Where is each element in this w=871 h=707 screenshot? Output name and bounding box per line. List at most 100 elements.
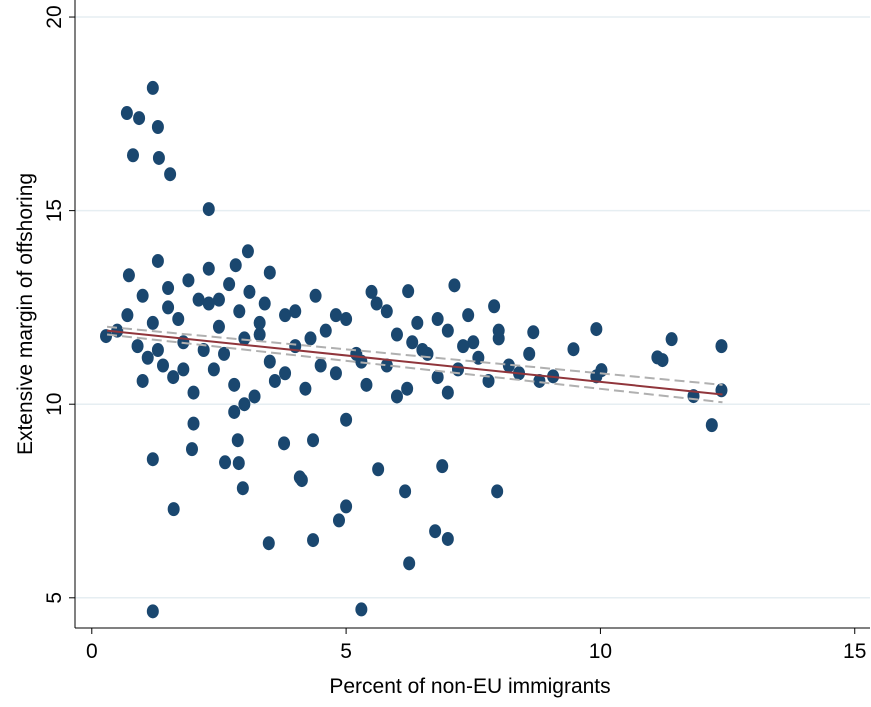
point bbox=[197, 343, 210, 358]
y-tick-label: 20 bbox=[43, 5, 66, 28]
point bbox=[263, 265, 276, 280]
point bbox=[705, 418, 718, 433]
point bbox=[441, 385, 454, 400]
point bbox=[241, 244, 254, 259]
point bbox=[146, 80, 159, 95]
point bbox=[441, 323, 454, 338]
point bbox=[462, 308, 475, 323]
point bbox=[162, 281, 175, 296]
point bbox=[340, 312, 353, 327]
point bbox=[403, 556, 416, 571]
point bbox=[457, 339, 470, 354]
ci-line bbox=[106, 325, 723, 386]
point bbox=[202, 261, 215, 276]
point bbox=[122, 268, 135, 283]
point bbox=[243, 284, 256, 299]
point bbox=[360, 377, 373, 392]
point bbox=[182, 273, 195, 288]
point bbox=[372, 462, 385, 477]
point bbox=[223, 277, 236, 292]
point bbox=[329, 366, 342, 381]
point bbox=[253, 315, 266, 330]
point bbox=[187, 416, 200, 431]
point bbox=[141, 350, 154, 365]
point bbox=[380, 304, 393, 319]
point bbox=[229, 258, 242, 273]
point bbox=[253, 327, 266, 342]
point bbox=[279, 366, 292, 381]
x-tick-label: 15 bbox=[843, 640, 866, 663]
point bbox=[307, 533, 320, 548]
point bbox=[402, 284, 415, 299]
point bbox=[219, 455, 232, 470]
point bbox=[406, 335, 419, 350]
point bbox=[502, 358, 515, 373]
point bbox=[401, 381, 414, 396]
point bbox=[212, 319, 225, 334]
point bbox=[399, 484, 412, 499]
point bbox=[370, 296, 383, 311]
point bbox=[329, 308, 342, 323]
point bbox=[133, 111, 146, 126]
point bbox=[268, 373, 281, 388]
point bbox=[527, 325, 540, 340]
point bbox=[228, 377, 241, 392]
point bbox=[416, 343, 429, 358]
point bbox=[467, 335, 480, 350]
point bbox=[715, 339, 728, 354]
point bbox=[665, 332, 678, 347]
point bbox=[231, 433, 244, 448]
x-axis-label: Percent of non-EU immigrants bbox=[329, 675, 610, 698]
point bbox=[248, 389, 261, 404]
y-axis-label: Extensive margin of offshoring bbox=[14, 173, 37, 455]
x-tick-label: 10 bbox=[589, 640, 612, 663]
point bbox=[452, 362, 465, 377]
point bbox=[187, 385, 200, 400]
point bbox=[151, 119, 164, 134]
point bbox=[212, 292, 225, 307]
point bbox=[121, 308, 134, 323]
point bbox=[429, 524, 442, 539]
point bbox=[177, 362, 190, 377]
point bbox=[146, 604, 159, 619]
point bbox=[590, 322, 603, 337]
y-tick-label: 5 bbox=[43, 592, 66, 604]
point bbox=[156, 358, 169, 373]
point bbox=[151, 253, 164, 268]
point bbox=[332, 513, 345, 528]
y-tick-label: 15 bbox=[43, 199, 66, 222]
point bbox=[309, 288, 322, 303]
point bbox=[136, 288, 149, 303]
point bbox=[146, 452, 159, 467]
point bbox=[304, 331, 317, 346]
point bbox=[136, 373, 149, 388]
fit-line bbox=[106, 329, 723, 396]
ci-line bbox=[106, 333, 723, 404]
x-tick-label: 0 bbox=[86, 640, 98, 663]
point bbox=[238, 397, 251, 412]
point bbox=[218, 346, 231, 361]
point bbox=[258, 296, 271, 311]
point bbox=[151, 343, 164, 358]
point bbox=[340, 412, 353, 427]
point bbox=[431, 370, 444, 385]
point bbox=[448, 278, 461, 293]
point bbox=[492, 323, 505, 338]
point bbox=[202, 202, 215, 217]
point bbox=[207, 362, 220, 377]
point bbox=[314, 358, 327, 373]
point bbox=[279, 308, 292, 323]
point bbox=[488, 299, 501, 314]
point bbox=[236, 481, 249, 496]
point bbox=[567, 342, 580, 357]
point bbox=[293, 470, 306, 485]
point bbox=[482, 373, 495, 388]
point bbox=[152, 150, 165, 165]
point bbox=[263, 354, 276, 369]
point bbox=[238, 331, 251, 346]
point bbox=[232, 456, 245, 471]
point bbox=[167, 502, 180, 517]
point bbox=[100, 329, 113, 344]
point bbox=[233, 304, 246, 319]
